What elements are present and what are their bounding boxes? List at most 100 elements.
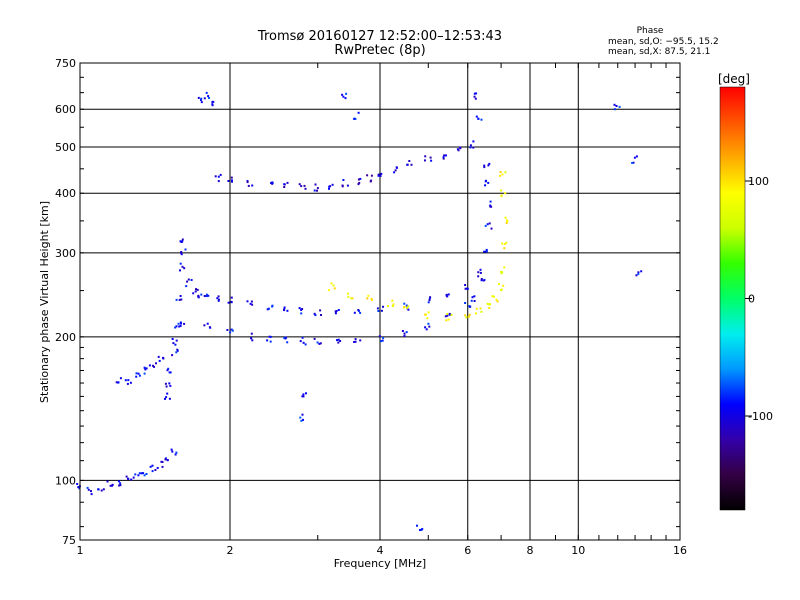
- data-point: [246, 300, 249, 303]
- x-tick-label: 16: [673, 544, 687, 557]
- data-point: [148, 364, 151, 367]
- data-point: [467, 315, 470, 318]
- colorbar-ticks: 100 0 -100: [745, 175, 773, 423]
- data-point: [183, 267, 186, 270]
- data-point: [301, 336, 304, 339]
- data-point: [501, 173, 504, 176]
- data-point: [477, 117, 480, 120]
- data-point: [270, 182, 273, 184]
- data-point: [387, 305, 389, 308]
- data-point: [392, 303, 395, 306]
- data-point: [357, 183, 360, 186]
- data-point: [401, 330, 404, 332]
- data-point: [167, 367, 170, 370]
- data-point: [345, 92, 348, 95]
- data-point: [217, 180, 220, 183]
- data-point: [165, 396, 168, 399]
- data-point: [484, 184, 487, 187]
- data-point: [480, 278, 483, 280]
- data-point: [468, 305, 471, 308]
- data-point: [300, 185, 303, 188]
- data-point: [487, 181, 490, 184]
- data-point: [226, 329, 229, 331]
- data-point: [301, 413, 304, 416]
- data-point: [479, 307, 482, 310]
- data-point: [176, 348, 179, 351]
- data-point: [402, 306, 405, 309]
- data-point: [302, 395, 305, 398]
- data-point: [353, 117, 356, 120]
- data-point: [217, 295, 220, 298]
- data-point: [271, 181, 274, 184]
- data-point: [286, 181, 289, 184]
- data-point: [200, 97, 203, 100]
- y-tick-label: 400: [55, 187, 76, 200]
- data-point: [424, 326, 427, 329]
- y-axis-label: Stationary phase Virtual Height [km]: [38, 201, 51, 403]
- colorbar-tick-label: 0: [748, 293, 755, 306]
- data-point: [613, 103, 616, 106]
- data-point: [359, 311, 362, 314]
- data-point: [135, 375, 138, 378]
- data-point: [475, 307, 478, 310]
- data-point: [194, 290, 197, 293]
- data-point: [471, 296, 474, 299]
- data-point: [450, 313, 453, 316]
- data-point: [395, 166, 398, 169]
- data-point: [161, 461, 164, 463]
- data-point: [495, 298, 498, 301]
- data-point: [480, 310, 483, 313]
- data-point: [427, 322, 430, 325]
- data-point: [227, 301, 230, 304]
- data-point: [320, 314, 322, 316]
- data-point: [301, 308, 304, 310]
- data-point: [635, 274, 638, 277]
- data-point: [156, 467, 159, 469]
- data-point: [125, 475, 128, 478]
- data-point: [251, 339, 254, 342]
- data-point: [127, 379, 130, 382]
- data-point: [479, 268, 482, 271]
- data-point: [498, 283, 500, 285]
- y-tick-label: 750: [55, 57, 76, 70]
- data-point: [633, 156, 636, 159]
- data-point: [155, 362, 157, 365]
- data-point: [491, 295, 494, 298]
- data-point: [328, 185, 331, 188]
- data-point: [302, 393, 305, 396]
- y-tick-label: 300: [55, 247, 76, 260]
- data-point: [246, 181, 249, 184]
- data-point: [149, 465, 152, 468]
- y-axis-ticks: 75 100 200 300 400 500 600 750: [55, 57, 680, 547]
- data-point: [200, 98, 202, 101]
- data-point: [205, 91, 208, 94]
- data-point: [489, 205, 492, 208]
- data-point: [211, 103, 214, 106]
- data-point: [366, 297, 369, 300]
- data-point: [313, 189, 316, 192]
- data-point: [166, 459, 169, 462]
- data-point: [283, 183, 286, 186]
- data-point: [500, 194, 503, 197]
- data-point: [138, 374, 141, 377]
- data-point: [180, 253, 183, 256]
- data-point: [165, 385, 168, 388]
- data-point: [162, 356, 164, 359]
- data-point: [186, 280, 189, 283]
- data-point: [302, 418, 304, 421]
- data-point: [464, 287, 467, 290]
- data-point: [421, 528, 424, 530]
- data-point: [302, 341, 305, 344]
- data-point: [319, 342, 322, 345]
- stats-line-x: mean, sd,X: 87.5, 21.1: [608, 47, 710, 57]
- data-point: [488, 162, 491, 165]
- data-point: [130, 478, 133, 481]
- data-point: [357, 111, 360, 114]
- data-point: [197, 296, 200, 299]
- data-point: [78, 487, 81, 490]
- data-point: [394, 169, 397, 172]
- data-point: [230, 328, 233, 331]
- data-point: [111, 483, 114, 486]
- x-tick-label: 10: [571, 544, 585, 557]
- data-point: [354, 118, 357, 120]
